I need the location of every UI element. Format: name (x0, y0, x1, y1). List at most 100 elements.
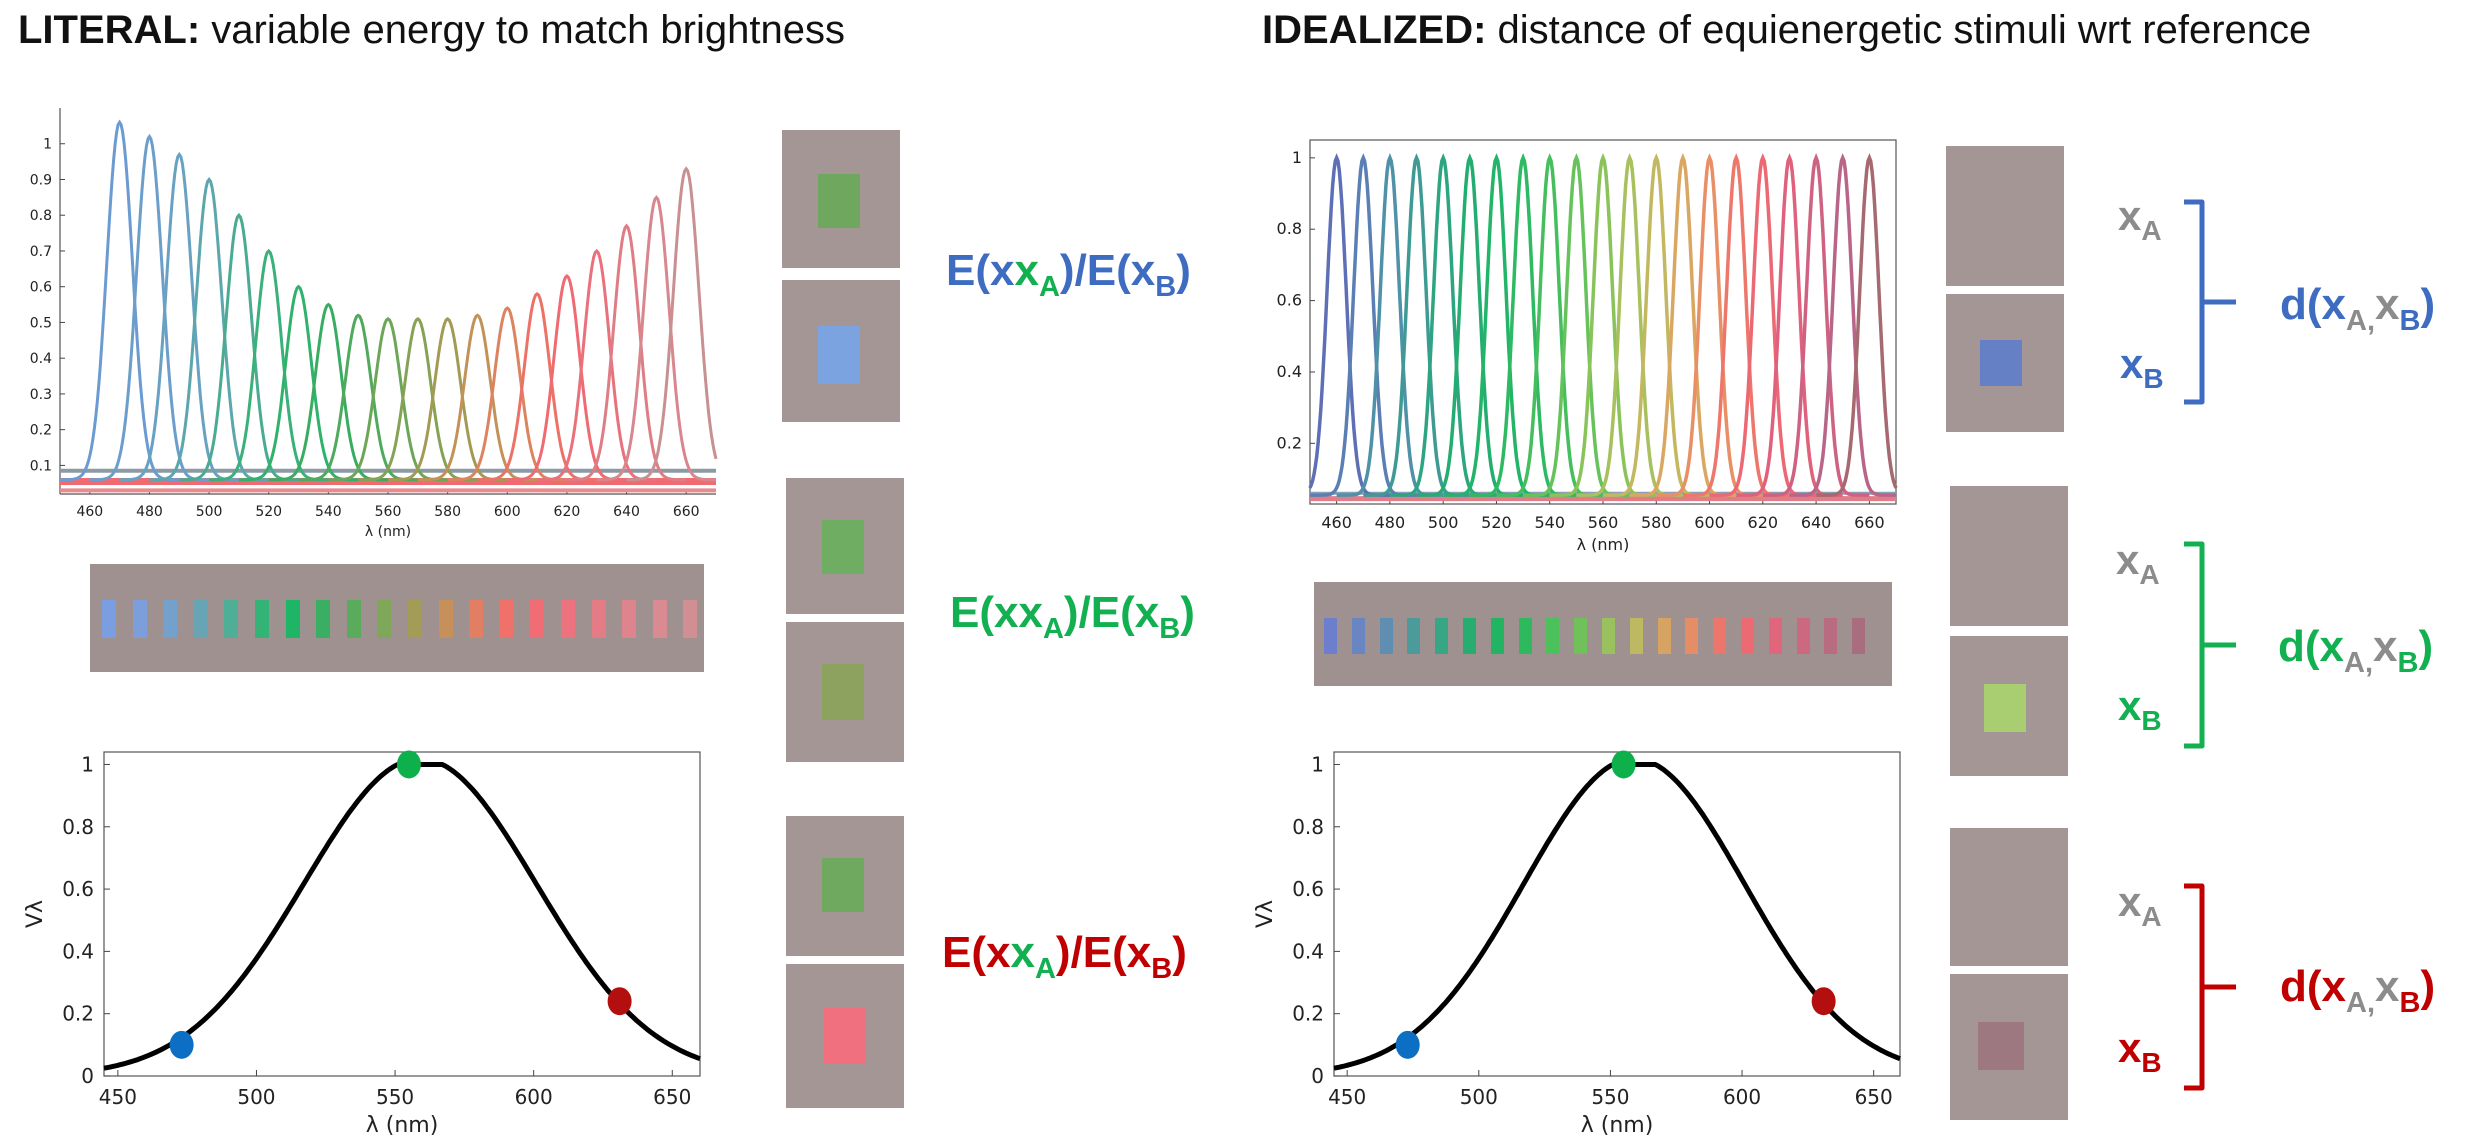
d-open: d(x (2278, 622, 2344, 671)
xb-sub: B (2141, 1047, 2162, 1078)
d-close: ) (2420, 962, 2436, 1011)
literal-ratio-red: E(xxA)/E(xB) (942, 928, 1187, 986)
strip-bar (561, 600, 575, 638)
literal-patch-a1 (782, 130, 900, 268)
strip-bar (1351, 618, 1365, 654)
x-tick-label: 560 (375, 504, 402, 520)
y-tick-label: 1 (43, 137, 52, 153)
vlambda-curve (103, 762, 701, 1071)
strip-bar (255, 600, 269, 638)
idealized-patch-b2-square (1984, 684, 2026, 732)
x-tick-label: 500 (1428, 513, 1459, 532)
literal-patch-b2 (786, 622, 904, 762)
y-tick-label: 0.6 (30, 280, 52, 296)
strip-bar (1463, 618, 1476, 654)
d-x: x (2373, 622, 2398, 671)
y-tick-label: 0.6 (1277, 291, 1302, 310)
literal-patch-b2-square (822, 664, 864, 720)
x-axis-label: λ (nm) (366, 1113, 439, 1136)
vlambda-marker (396, 750, 421, 779)
x-axis-label: λ (nm) (365, 524, 411, 540)
literal-patch-a2-square (822, 520, 864, 574)
xb-x: x (2118, 682, 2142, 729)
spectrum-curve (328, 317, 448, 482)
strip-bar (224, 600, 239, 638)
spectrum-curve (417, 313, 538, 482)
y-tick-label: 0.3 (30, 387, 52, 403)
y-tick-label: 0.6 (62, 877, 94, 901)
idealized-patch-b2 (1950, 636, 2068, 776)
ratio-mid: )/E(x (1059, 246, 1156, 295)
vlambda-curve (1333, 762, 1901, 1071)
y-tick-label: 0.2 (1277, 433, 1302, 452)
spectrum-curve (596, 194, 716, 482)
ratio-x-char: x (1018, 588, 1043, 637)
idealized-xa-2: xA (2116, 536, 2160, 591)
ratio-x-a: xA (1010, 928, 1055, 985)
ratio-sub-b: B (1155, 271, 1177, 303)
d-sub-b: B (2397, 647, 2419, 679)
strip-bar (163, 600, 178, 638)
strip-bar (683, 600, 698, 638)
y-axis-label: Vλ (23, 900, 48, 928)
literal-patch-b3 (786, 964, 904, 1108)
x-tick-label: 450 (99, 1085, 137, 1109)
strip-bar (438, 600, 453, 638)
strip-bar (530, 600, 545, 638)
brace (2184, 541, 2236, 749)
idealized-patch-a2 (1950, 486, 2068, 626)
x-tick-label: 620 (554, 504, 581, 520)
strip-bar (1629, 618, 1643, 654)
strip-bar (1574, 618, 1588, 654)
idealized-title-rest: distance of equienergetic stimuli wrt re… (1486, 8, 2312, 52)
y-tick-label: 0.8 (1292, 815, 1324, 839)
xa-x: x (2118, 192, 2142, 239)
ratio-end: ) (1180, 588, 1195, 637)
vlambda-marker (1811, 987, 1836, 1016)
y-tick-label: 0.5 (30, 315, 52, 331)
strip-bar (622, 600, 637, 638)
d-comma: , (2366, 305, 2376, 337)
ratio-end: ) (1176, 246, 1191, 295)
literal-ratio-green: E(xxA)/E(xB) (950, 588, 1195, 646)
idealized-xb-3: xB (2118, 1024, 2162, 1079)
brace (2184, 199, 2236, 405)
spectrum-curve (149, 177, 269, 482)
x-axis-label: λ (nm) (1577, 535, 1630, 554)
y-tick-label: 1 (81, 752, 94, 776)
vlambda-marker (607, 987, 632, 1016)
x-tick-label: 650 (653, 1085, 691, 1109)
x-tick-label: 520 (255, 504, 282, 520)
brace (2184, 883, 2236, 1091)
spectrum-curve (209, 248, 329, 482)
x-tick-label: 640 (1801, 513, 1832, 532)
x-tick-label: 500 (1460, 1085, 1498, 1109)
x-tick-label: 620 (1748, 513, 1779, 532)
xb-sub: B (2143, 363, 2164, 394)
xb-sub: B (2141, 705, 2162, 736)
idealized-patch-a1 (1946, 146, 2064, 286)
ratio-x-char: x (1014, 246, 1039, 295)
literal-title-rest: variable energy to match brightness (200, 8, 845, 52)
x-tick-label: 550 (376, 1085, 414, 1109)
x-tick-label: 660 (1854, 513, 1885, 532)
spectrum-curve (179, 212, 299, 482)
strip-bar (499, 600, 514, 638)
d-close: ) (2418, 622, 2434, 671)
idealized-color-strip (1314, 582, 1892, 686)
idealized-xa-3: xA (2118, 878, 2162, 933)
y-tick-label: 0.4 (1277, 362, 1302, 381)
x-tick-label: 500 (196, 504, 223, 520)
strip-bar (1435, 618, 1449, 654)
strip-bar (346, 600, 361, 638)
strip-bar (1713, 618, 1727, 654)
idealized-patch-a3 (1950, 828, 2068, 966)
idealized-title-bold: IDEALIZED: (1262, 8, 1487, 52)
literal-color-strip (90, 564, 704, 672)
x-tick-label: 580 (1641, 513, 1672, 532)
xb-x: x (2118, 1024, 2142, 1071)
strip-bar (1852, 618, 1866, 654)
literal-patch-a2 (786, 478, 904, 614)
distance-blue: d(xA,xB) (2280, 280, 2435, 338)
spectrum-curve (507, 273, 627, 482)
